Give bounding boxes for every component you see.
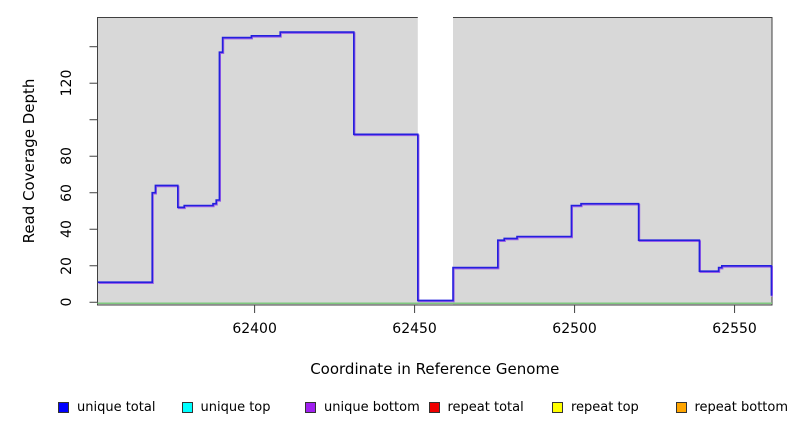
y-tick-label: 120 <box>59 69 75 97</box>
legend-label: repeat total <box>447 399 524 415</box>
legend-label: unique top <box>200 399 271 415</box>
legend-swatch-icon <box>428 401 440 413</box>
legend-item-unique-top: unique top <box>181 399 271 415</box>
y-tick-label: 80 <box>59 147 75 166</box>
legend-label: repeat bottom <box>694 399 789 415</box>
legend-swatch-icon <box>552 401 563 413</box>
x-tick-label: 62500 <box>552 321 597 337</box>
unique-total-step-line <box>97 31 773 302</box>
legend-item-repeat-total: repeat total <box>428 399 524 415</box>
y-tick-label: 0 <box>59 297 75 307</box>
legend-swatch-icon <box>675 401 687 413</box>
legend-label: unique bottom <box>324 399 420 415</box>
zero-coverage-gap-band <box>417 16 453 305</box>
x-tick-label: 62450 <box>392 321 437 337</box>
y-tick-label: 40 <box>59 220 75 239</box>
legend-swatch-icon <box>305 401 316 413</box>
x-axis-title: Coordinate in Reference Genome <box>310 360 560 378</box>
legend-item-repeat-bottom: repeat bottom <box>675 399 789 415</box>
legend-swatch-icon <box>181 401 193 413</box>
legend-label: repeat top <box>571 399 639 415</box>
legend-item-repeat-top: repeat top <box>552 399 639 415</box>
y-tick-label: 20 <box>59 256 75 275</box>
legend-label: unique total <box>77 399 156 415</box>
y-axis-title: Read Coverage Depth <box>20 78 38 244</box>
legend-swatch-icon <box>58 401 69 413</box>
x-tick-label: 62550 <box>712 321 757 337</box>
x-tick-label: 62400 <box>232 321 277 337</box>
legend-item-unique-bottom: unique bottom <box>305 399 420 415</box>
y-tick-label: 60 <box>59 183 75 202</box>
axis-ticks <box>89 46 736 313</box>
legend-item-unique-total: unique total <box>58 399 156 415</box>
